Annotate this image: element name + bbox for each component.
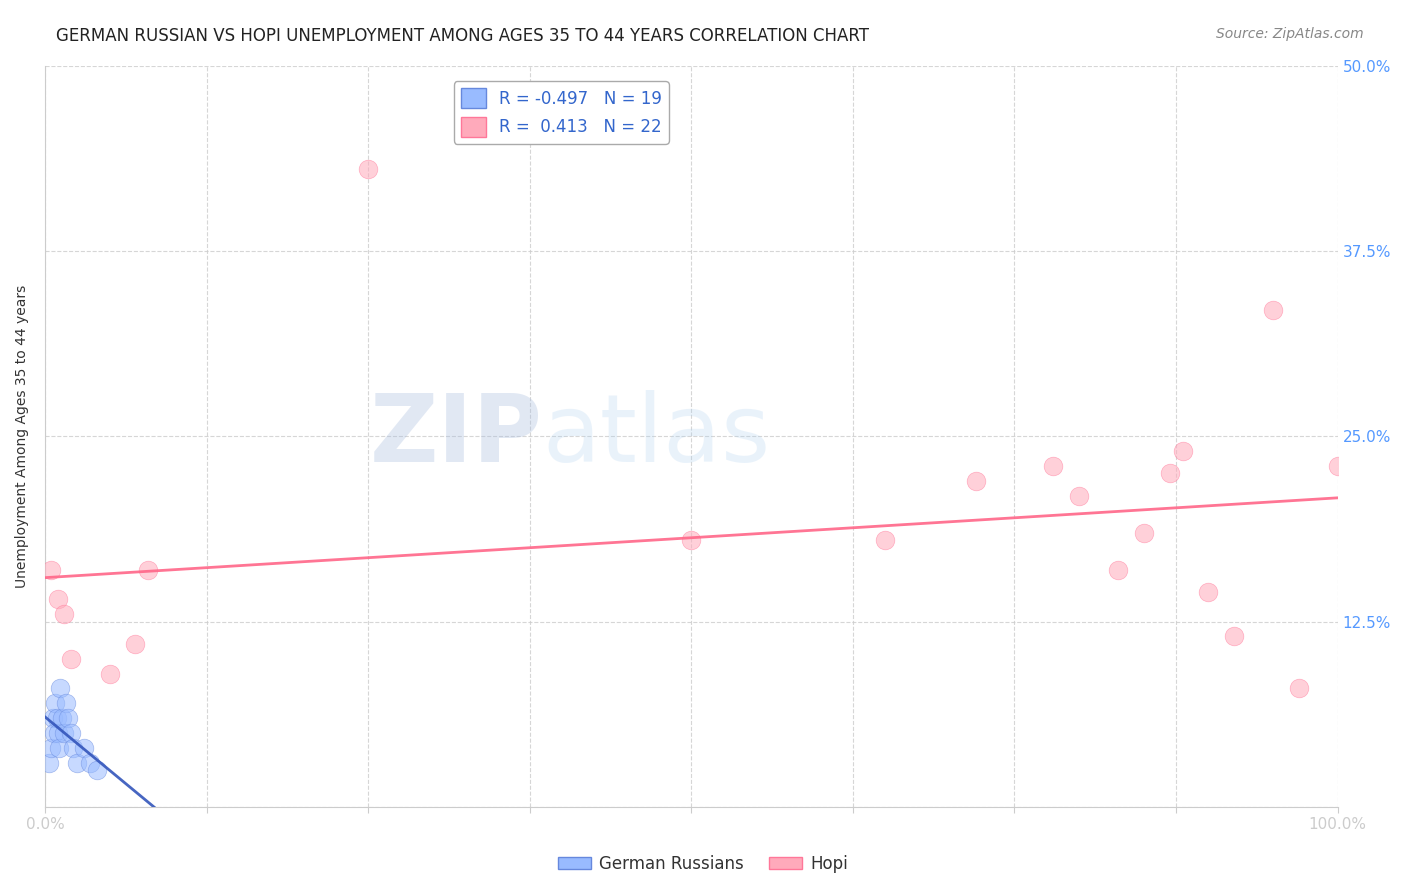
Legend: German Russians, Hopi: German Russians, Hopi [551, 848, 855, 880]
Legend: R = -0.497   N = 19, R =  0.413   N = 22: R = -0.497 N = 19, R = 0.413 N = 22 [454, 81, 669, 144]
Point [45, 711, 67, 725]
Point [73, 740, 96, 755]
Point [51, 711, 73, 725]
Point [1288, 681, 1310, 696]
Point [53, 726, 76, 740]
Point [58, 711, 80, 725]
Point [44, 696, 66, 710]
Text: Source: ZipAtlas.com: Source: ZipAtlas.com [1216, 27, 1364, 41]
Point [46, 726, 69, 740]
Point [79, 756, 101, 770]
Point [124, 637, 146, 651]
Point [1197, 585, 1219, 599]
Point [49, 681, 72, 696]
Point [875, 533, 897, 547]
Point [965, 474, 987, 488]
Y-axis label: Unemployment Among Ages 35 to 44 years: Unemployment Among Ages 35 to 44 years [15, 285, 30, 588]
Point [1261, 303, 1284, 318]
Point [55, 696, 77, 710]
Point [1326, 458, 1348, 473]
Text: GERMAN RUSSIAN VS HOPI UNEMPLOYMENT AMONG AGES 35 TO 44 YEARS CORRELATION CHART: GERMAN RUSSIAN VS HOPI UNEMPLOYMENT AMON… [56, 27, 869, 45]
Point [1042, 458, 1064, 473]
Point [86, 763, 108, 777]
Point [138, 563, 160, 577]
Point [681, 533, 703, 547]
Point [1223, 630, 1246, 644]
Point [42, 711, 65, 725]
Point [1107, 563, 1129, 577]
Point [59, 651, 82, 665]
Point [41, 563, 63, 577]
Point [1132, 525, 1154, 540]
Point [42, 726, 65, 740]
Point [1171, 444, 1194, 458]
Point [38, 756, 60, 770]
Point [53, 607, 76, 622]
Point [98, 666, 121, 681]
Point [62, 740, 84, 755]
Text: ZIP: ZIP [370, 391, 543, 483]
Point [1069, 489, 1091, 503]
Point [1159, 467, 1181, 481]
Point [66, 756, 89, 770]
Point [41, 740, 63, 755]
Point [357, 162, 380, 177]
Point [59, 726, 82, 740]
Text: atlas: atlas [543, 391, 770, 483]
Point [46, 592, 69, 607]
Point [48, 740, 70, 755]
